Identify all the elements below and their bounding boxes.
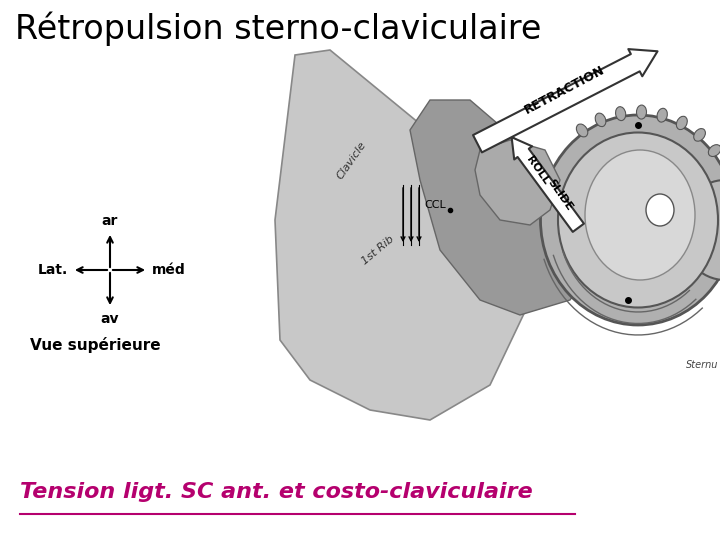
Ellipse shape (694, 129, 706, 141)
Text: Tension ligt. SC ant. et costo-claviculaire: Tension ligt. SC ant. et costo-clavicula… (20, 482, 533, 502)
FancyArrowPatch shape (512, 137, 584, 232)
Ellipse shape (708, 145, 720, 157)
Ellipse shape (646, 194, 674, 226)
Ellipse shape (657, 109, 667, 122)
Text: Rétropulsion sterno-claviculaire: Rétropulsion sterno-claviculaire (15, 12, 541, 46)
Text: ROLL: ROLL (525, 154, 552, 186)
FancyArrowPatch shape (473, 49, 657, 152)
Ellipse shape (636, 105, 647, 119)
Text: méd: méd (152, 263, 186, 277)
Polygon shape (410, 100, 610, 315)
Text: CCL: CCL (424, 200, 446, 210)
Ellipse shape (595, 113, 606, 126)
Text: Vue supérieure: Vue supérieure (30, 337, 161, 353)
Text: RETRACTION: RETRACTION (523, 63, 608, 117)
Ellipse shape (585, 150, 695, 280)
Ellipse shape (558, 132, 718, 307)
Text: SLIDE: SLIDE (546, 178, 575, 213)
Text: Lat.: Lat. (37, 263, 68, 277)
Text: ar: ar (102, 214, 118, 228)
Ellipse shape (616, 107, 626, 120)
Polygon shape (275, 50, 540, 420)
Text: Clavicle: Clavicle (336, 139, 369, 181)
Text: av: av (101, 312, 120, 326)
Ellipse shape (680, 180, 720, 280)
Ellipse shape (676, 116, 688, 130)
Text: Sternu: Sternu (685, 360, 718, 370)
Polygon shape (475, 140, 560, 225)
Ellipse shape (541, 115, 720, 325)
Ellipse shape (577, 124, 588, 137)
Text: 1st Rib: 1st Rib (360, 234, 396, 266)
